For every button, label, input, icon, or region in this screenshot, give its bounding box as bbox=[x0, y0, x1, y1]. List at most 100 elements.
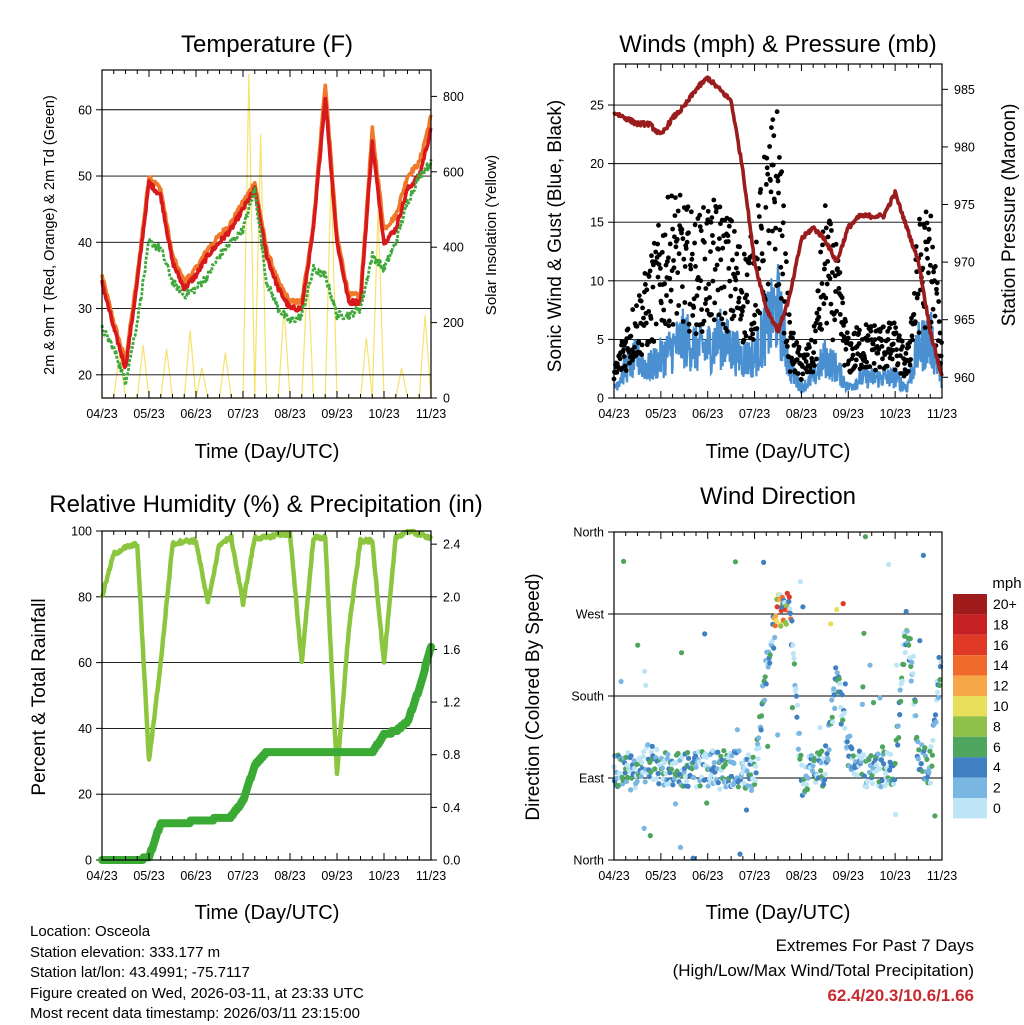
direction-point bbox=[888, 751, 894, 757]
gust-point bbox=[621, 354, 627, 359]
gust-point bbox=[773, 225, 779, 231]
gust-point bbox=[765, 281, 771, 287]
gust-point bbox=[739, 289, 745, 295]
gust-point bbox=[670, 226, 675, 232]
gust-point bbox=[817, 321, 823, 327]
gust-point bbox=[839, 295, 845, 301]
direction-point bbox=[819, 748, 825, 754]
gust-point bbox=[689, 251, 695, 257]
direction-point bbox=[753, 763, 759, 769]
pressure-line bbox=[612, 75, 944, 377]
gust-point bbox=[794, 340, 800, 345]
gust-point bbox=[730, 308, 736, 314]
direction-point bbox=[670, 782, 676, 788]
gust-point bbox=[837, 312, 843, 317]
direction-point bbox=[870, 700, 877, 706]
gust-point bbox=[870, 341, 876, 347]
dewpoint-line bbox=[100, 159, 433, 387]
direction-point bbox=[934, 689, 941, 696]
gust-point bbox=[711, 197, 717, 203]
direction-point bbox=[886, 561, 892, 568]
direction-point bbox=[829, 714, 835, 721]
gust-point bbox=[707, 295, 712, 300]
direction-point bbox=[635, 642, 641, 648]
gust-point bbox=[800, 371, 806, 377]
legend-swatch bbox=[953, 757, 987, 778]
gust-point bbox=[787, 319, 793, 325]
direction-point bbox=[763, 681, 769, 687]
direction-point bbox=[789, 618, 795, 624]
direction-point bbox=[646, 774, 652, 780]
direction-point bbox=[708, 772, 714, 778]
location-text: Location: Osceola bbox=[30, 923, 151, 940]
winds-title: Winds (mph) & Pressure (mb) bbox=[619, 31, 936, 58]
direction-point bbox=[879, 778, 885, 784]
direction-point bbox=[673, 760, 679, 766]
gust-point bbox=[744, 292, 749, 298]
gust-point bbox=[812, 363, 817, 368]
direction-point bbox=[790, 642, 796, 648]
gust-point bbox=[782, 299, 787, 304]
rain-ytick-label: 0.4 bbox=[443, 801, 460, 815]
gust-point bbox=[833, 289, 838, 294]
gust-point bbox=[693, 331, 699, 337]
legend-swatch bbox=[953, 736, 987, 758]
gust-point bbox=[764, 165, 770, 171]
gust-point bbox=[770, 162, 776, 168]
direction-point bbox=[930, 737, 936, 743]
gust-point bbox=[857, 327, 862, 333]
direction-point bbox=[654, 746, 660, 753]
gust-point bbox=[833, 241, 839, 247]
wind-direction-xtick-label: 11/23 bbox=[927, 869, 957, 883]
gust-point bbox=[775, 178, 781, 184]
direction-point bbox=[624, 762, 630, 768]
direction-point bbox=[894, 662, 900, 668]
legend-label: 0 bbox=[993, 800, 1001, 816]
legend-title: mph bbox=[992, 575, 1021, 592]
gust-point bbox=[932, 313, 938, 319]
direction-point bbox=[622, 770, 628, 776]
gust-point bbox=[926, 270, 931, 276]
direction-point bbox=[648, 749, 654, 755]
direction-point bbox=[685, 783, 691, 789]
direction-point bbox=[725, 755, 731, 761]
gust-point bbox=[814, 356, 819, 362]
legend-swatch bbox=[953, 777, 987, 798]
gust-point bbox=[630, 307, 636, 312]
gust-point bbox=[726, 223, 732, 229]
direction-point bbox=[895, 742, 901, 748]
gust-point bbox=[915, 291, 921, 297]
gust-point bbox=[753, 302, 758, 308]
direction-point bbox=[836, 676, 842, 682]
gust-point bbox=[737, 244, 742, 250]
direction-point bbox=[728, 773, 735, 779]
gust-point bbox=[683, 246, 689, 251]
gust-point bbox=[889, 356, 895, 362]
direction-point bbox=[808, 753, 815, 759]
gust-point bbox=[777, 155, 782, 160]
gust-point bbox=[780, 220, 786, 226]
gust-point bbox=[785, 344, 790, 349]
gust-point bbox=[754, 326, 760, 331]
direction-point bbox=[895, 723, 901, 729]
insolation-ytick-label: 400 bbox=[443, 241, 464, 255]
gust-point bbox=[936, 319, 942, 324]
gust-point bbox=[780, 271, 786, 277]
gust-point bbox=[923, 209, 929, 215]
direction-point bbox=[834, 670, 840, 676]
gust-point bbox=[757, 310, 763, 316]
direction-point bbox=[769, 638, 775, 644]
gust-point bbox=[675, 270, 681, 275]
extremes-title: Extremes For Past 7 Days bbox=[775, 936, 974, 955]
gust-point bbox=[679, 227, 685, 233]
gust-point bbox=[807, 344, 812, 350]
direction-point bbox=[790, 651, 797, 657]
gust-point bbox=[750, 337, 756, 342]
gust-point bbox=[658, 300, 664, 306]
humidity-ytick-label: 100 bbox=[71, 525, 92, 539]
gust-point bbox=[880, 356, 885, 362]
gust-point bbox=[884, 350, 890, 355]
elevation-text: Station elevation: 333.177 m bbox=[30, 943, 221, 961]
gust-point bbox=[862, 356, 868, 361]
